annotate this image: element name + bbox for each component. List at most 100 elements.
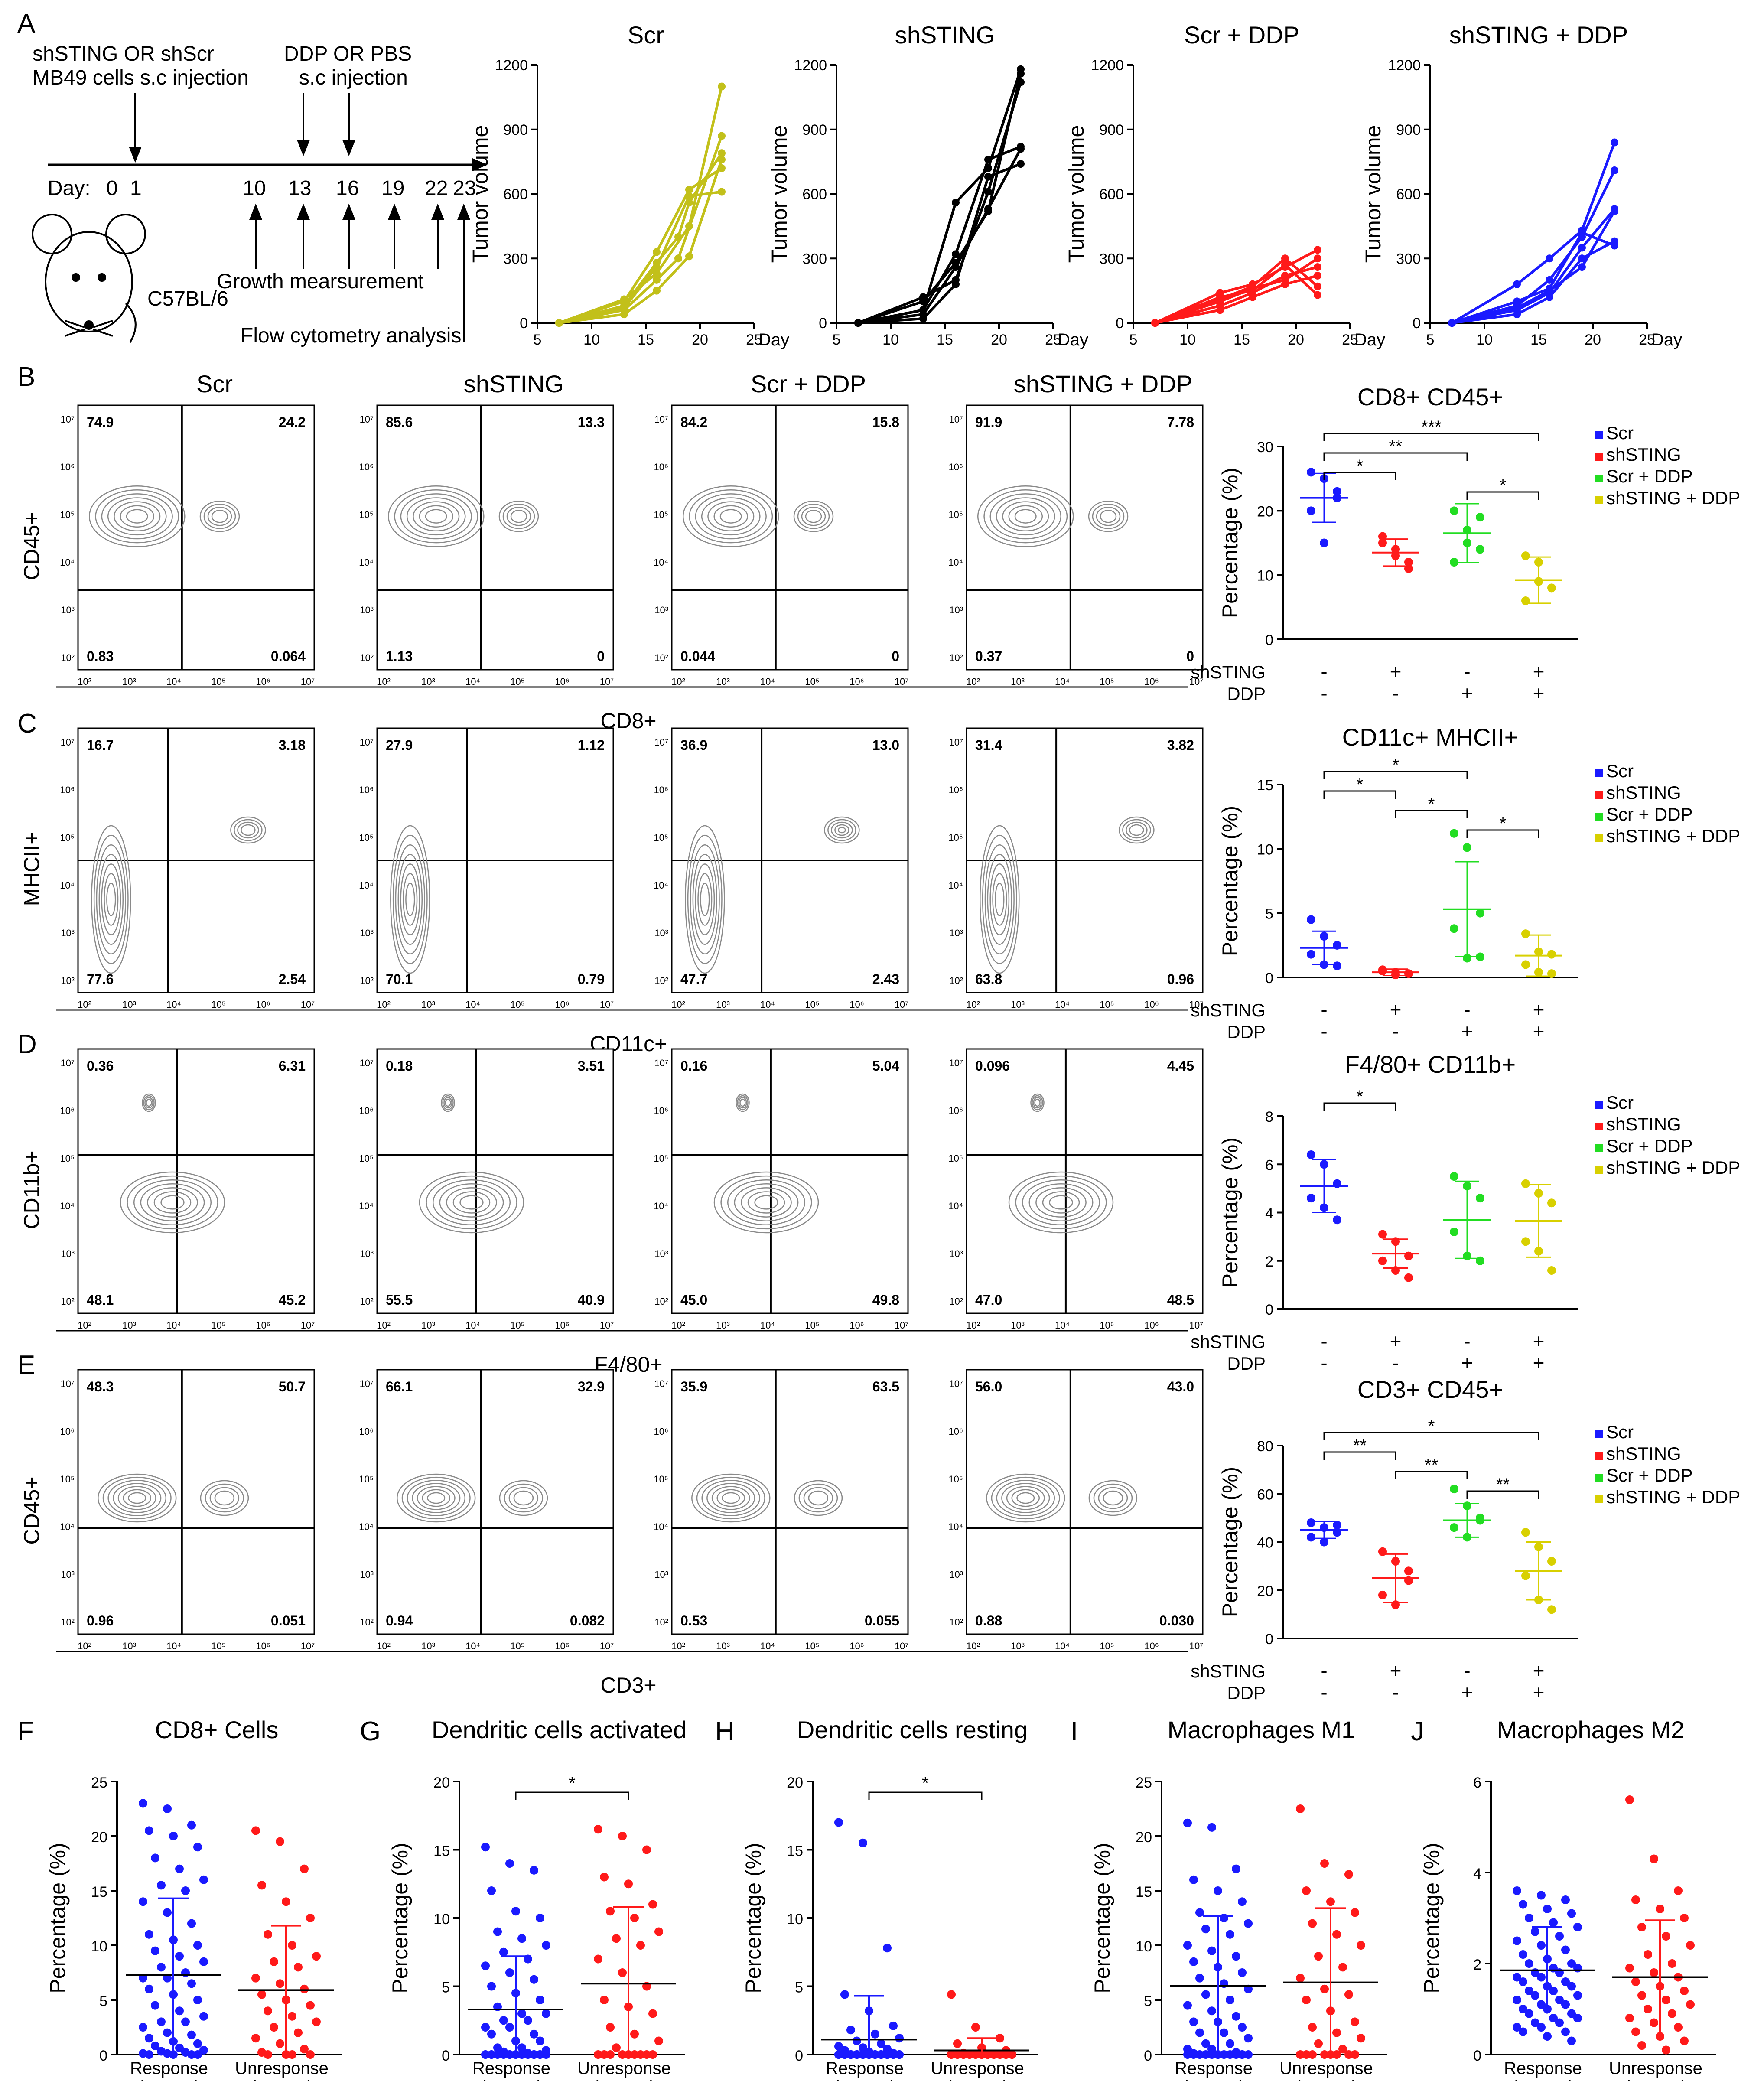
data-point xyxy=(187,2030,196,2039)
flow-cytometry-panels: Scr shSTING Scr + DDP shSTING + DDP CD45+ C D 8… xyxy=(20,370,1204,1697)
quad-lower-left: 47.7 xyxy=(680,971,707,987)
bottom-plot-title: Dendritic cells resting xyxy=(797,1716,1028,1743)
data-point xyxy=(889,2050,898,2059)
data-point xyxy=(1351,2050,1359,2059)
data-point xyxy=(630,2029,639,2039)
flow-plot-frame xyxy=(966,404,1204,671)
data-point xyxy=(1537,1891,1546,1900)
x-axis-exponent: 10⁷ xyxy=(1189,1320,1203,1331)
treatment-sign: + xyxy=(1390,660,1402,683)
data-point xyxy=(1555,1996,1564,2004)
x-axis-exponent: 10⁷ xyxy=(600,1641,614,1651)
y-tick-label: 1200 xyxy=(794,57,827,74)
data-point xyxy=(840,1990,849,1999)
quad-upper-right: 7.78 xyxy=(1167,414,1194,430)
quad-upper-left: 91.9 xyxy=(975,414,1002,430)
growth-data-point xyxy=(1151,319,1159,327)
quad-upper-right: 43.0 xyxy=(1167,1379,1194,1394)
y-axis-exponent: 10⁷ xyxy=(360,737,374,748)
data-point xyxy=(840,2050,849,2059)
contour-ring xyxy=(831,821,853,839)
data-point xyxy=(1549,1918,1558,1927)
contour-ring xyxy=(977,485,1074,547)
y-axis-exponent: 10⁵ xyxy=(359,832,374,843)
flow-row-3: CD45+ CD3+ 48.3 50.7 0.96 0.051 10² 10² 10³ 10³ 10… xyxy=(20,1369,1204,1697)
y-tick-label: 60 xyxy=(1257,1486,1273,1503)
data-point xyxy=(648,2009,657,2018)
y-tick-label: 20 xyxy=(91,1829,107,1846)
contour-ring xyxy=(689,489,773,544)
data-point xyxy=(1189,2050,1198,2059)
quad-upper-right: 24.2 xyxy=(279,414,306,430)
x-tick-label: 20 xyxy=(991,332,1007,348)
contour-ring xyxy=(142,1093,156,1112)
bottom-plot-2: Dendritic cells resting 0 5 10 15 20 Percentag… xyxy=(741,1716,1038,2081)
data-point xyxy=(642,1845,651,1854)
data-point xyxy=(965,2050,974,2059)
y-tick-label: 600 xyxy=(1396,186,1421,203)
significance-stars: ** xyxy=(1389,437,1402,456)
x-axis-label: Day xyxy=(758,330,789,349)
data-point xyxy=(1476,545,1484,554)
x-axis-exponent: 10² xyxy=(78,676,91,687)
contour-ring xyxy=(741,1187,792,1218)
data-point xyxy=(505,2023,514,2032)
growth-data-point xyxy=(919,306,927,314)
contour-ring xyxy=(153,1191,192,1214)
contour-ring xyxy=(1119,816,1155,844)
x-axis-exponent: 10⁶ xyxy=(1144,676,1159,687)
data-point xyxy=(1662,1996,1670,2004)
significance-stars: * xyxy=(1392,756,1399,775)
y-axis-exponent: 10⁴ xyxy=(60,1201,75,1211)
x-axis-exponent: 10⁵ xyxy=(1100,676,1114,687)
treatment-sign: + xyxy=(1461,1020,1473,1042)
quad-lower-right: 2.54 xyxy=(279,971,306,987)
contour-ring xyxy=(707,501,755,532)
data-point xyxy=(487,1886,496,1895)
y-axis-exponent: 10³ xyxy=(654,928,668,938)
legend-marker xyxy=(1595,1166,1603,1174)
data-point xyxy=(1326,1897,1335,1906)
quad-lower-right: 48.5 xyxy=(1167,1292,1194,1308)
data-point xyxy=(859,2043,867,2052)
y-tick-label: 0 xyxy=(819,315,827,332)
contour-ring xyxy=(144,1097,153,1109)
growth-data-point xyxy=(1281,280,1289,288)
y-tick-label: 20 xyxy=(1136,1829,1152,1846)
data-point xyxy=(853,2036,861,2045)
growth-data-point xyxy=(1314,246,1321,254)
contour-ring xyxy=(510,509,527,523)
data-point xyxy=(594,1825,602,1834)
panel-letter-j: J xyxy=(1411,1716,1424,1746)
data-point xyxy=(883,1944,892,1953)
contour-ring xyxy=(106,883,116,916)
day-16: 16 xyxy=(336,177,359,200)
y-tick-label: 0 xyxy=(1144,2048,1152,2064)
data-point xyxy=(1320,2050,1329,2059)
growth-data-point xyxy=(1611,241,1618,250)
growth-data-point xyxy=(1281,254,1289,263)
data-point xyxy=(542,2050,550,2059)
flow-group-title: Scr xyxy=(196,370,233,397)
group-label: Unresponse xyxy=(1609,2059,1702,2078)
x-axis-exponent: 10³ xyxy=(122,676,136,687)
y-axis-exponent: 10³ xyxy=(360,1569,374,1580)
y-tick-label: 20 xyxy=(1257,503,1273,520)
data-point xyxy=(1525,1987,1533,1995)
data-point xyxy=(251,1974,260,1983)
group-label: Response xyxy=(826,2059,904,2078)
contour-ring xyxy=(390,825,430,974)
data-point xyxy=(1521,1571,1530,1580)
flow-plot: 84.2 15.8 0.044 0 10² 10² 10³ 10³ 10⁴ 10⁴ 10⁵ 10⁵ 10… xyxy=(654,404,909,687)
y-axis-exponent: 10² xyxy=(360,975,374,986)
contour-ring xyxy=(405,883,415,916)
quad-lower-left: 77.6 xyxy=(87,971,114,987)
y-axis-exponent: 10² xyxy=(61,1617,75,1628)
y-axis-exponent: 10⁵ xyxy=(60,509,75,520)
data-point xyxy=(1662,1932,1670,1941)
data-point xyxy=(1296,1804,1305,1813)
y-tick-label: 6 xyxy=(1265,1157,1273,1173)
